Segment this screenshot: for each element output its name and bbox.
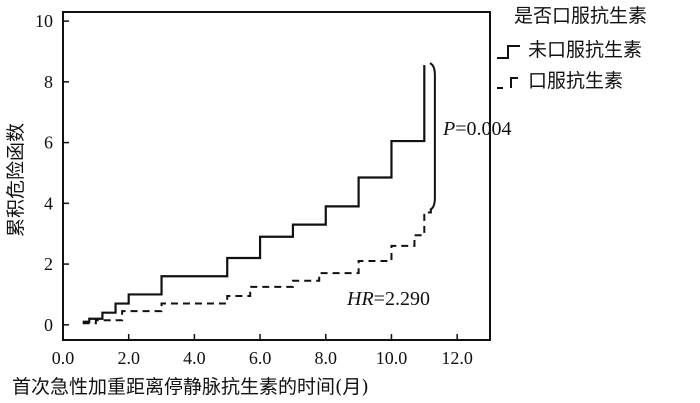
x-tick-label: 8.0 <box>315 348 338 368</box>
legend-label-untreated: 未口服抗生素 <box>528 39 642 61</box>
x-tick-label: 12.0 <box>441 348 473 368</box>
y-tick-label: 2 <box>44 254 53 274</box>
x-axis-title: 首次急性加重距离停静脉抗生素的时间(月) <box>12 376 369 398</box>
y-axis-ticks: 0 2 4 6 8 10 <box>35 11 69 335</box>
hr-annotation: HR=2.290 <box>346 288 430 310</box>
significance-bracket <box>429 62 436 211</box>
x-tick-label: 4.0 <box>183 348 206 368</box>
y-tick-label: 10 <box>35 11 53 31</box>
series-line-0 <box>82 65 426 323</box>
x-tick-label: 10.0 <box>376 348 408 368</box>
legend-label-treated: 口服抗生素 <box>528 70 623 92</box>
series-line-1 <box>82 207 432 325</box>
y-tick-label: 0 <box>44 315 53 335</box>
y-tick-label: 8 <box>44 72 53 92</box>
x-tick-label: 2.0 <box>117 348 140 368</box>
legend-swatch-solid <box>497 45 520 59</box>
series-layer <box>82 62 436 325</box>
x-axis-ticks: 0.0 2.0 4.0 6.0 8.0 10.0 12.0 <box>52 334 473 368</box>
y-tick-label: 6 <box>44 133 53 153</box>
p-value-annotation: P=0.004 <box>442 118 512 140</box>
plot-frame <box>62 11 491 341</box>
legend-swatch-dashed <box>497 77 518 89</box>
y-axis-title: 累积危险函数 <box>5 123 27 237</box>
x-tick-label: 6.0 <box>249 348 272 368</box>
x-tick-label: 0.0 <box>52 348 75 368</box>
y-tick-label: 4 <box>44 193 53 213</box>
legend-title: 是否口服抗生素 <box>514 5 647 27</box>
legend: 是否口服抗生素 未口服抗生素 口服抗生素 <box>497 5 647 92</box>
